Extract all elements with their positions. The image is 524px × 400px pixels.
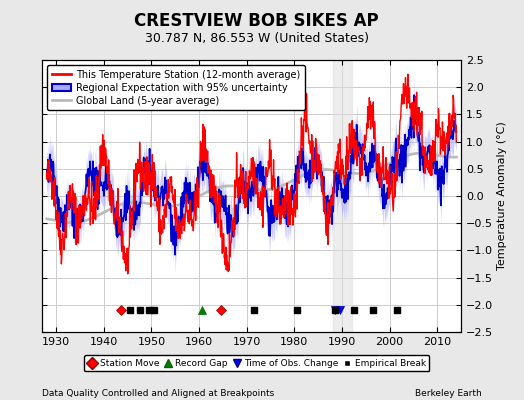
Legend: Station Move, Record Gap, Time of Obs. Change, Empirical Break: Station Move, Record Gap, Time of Obs. C… bbox=[84, 355, 429, 372]
Text: CRESTVIEW BOB SIKES AP: CRESTVIEW BOB SIKES AP bbox=[135, 12, 379, 30]
Text: 30.787 N, 86.553 W (United States): 30.787 N, 86.553 W (United States) bbox=[145, 32, 369, 45]
Y-axis label: Temperature Anomaly (°C): Temperature Anomaly (°C) bbox=[497, 122, 507, 270]
Text: Data Quality Controlled and Aligned at Breakpoints: Data Quality Controlled and Aligned at B… bbox=[42, 389, 274, 398]
Text: Berkeley Earth: Berkeley Earth bbox=[416, 389, 482, 398]
Bar bbox=[333, 60, 352, 332]
Legend: This Temperature Station (12-month average), Regional Expectation with 95% uncer: This Temperature Station (12-month avera… bbox=[47, 65, 305, 110]
